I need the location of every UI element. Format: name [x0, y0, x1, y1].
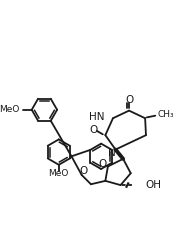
Text: O: O: [79, 166, 88, 176]
Text: CH₃: CH₃: [158, 110, 174, 119]
Text: O: O: [125, 95, 133, 105]
Text: HN: HN: [89, 112, 104, 122]
Text: OH: OH: [145, 180, 161, 190]
Text: O: O: [99, 159, 107, 169]
Text: O: O: [89, 125, 98, 135]
Text: MeO: MeO: [0, 105, 20, 114]
Text: MeO: MeO: [49, 169, 69, 178]
Text: N: N: [108, 148, 116, 158]
